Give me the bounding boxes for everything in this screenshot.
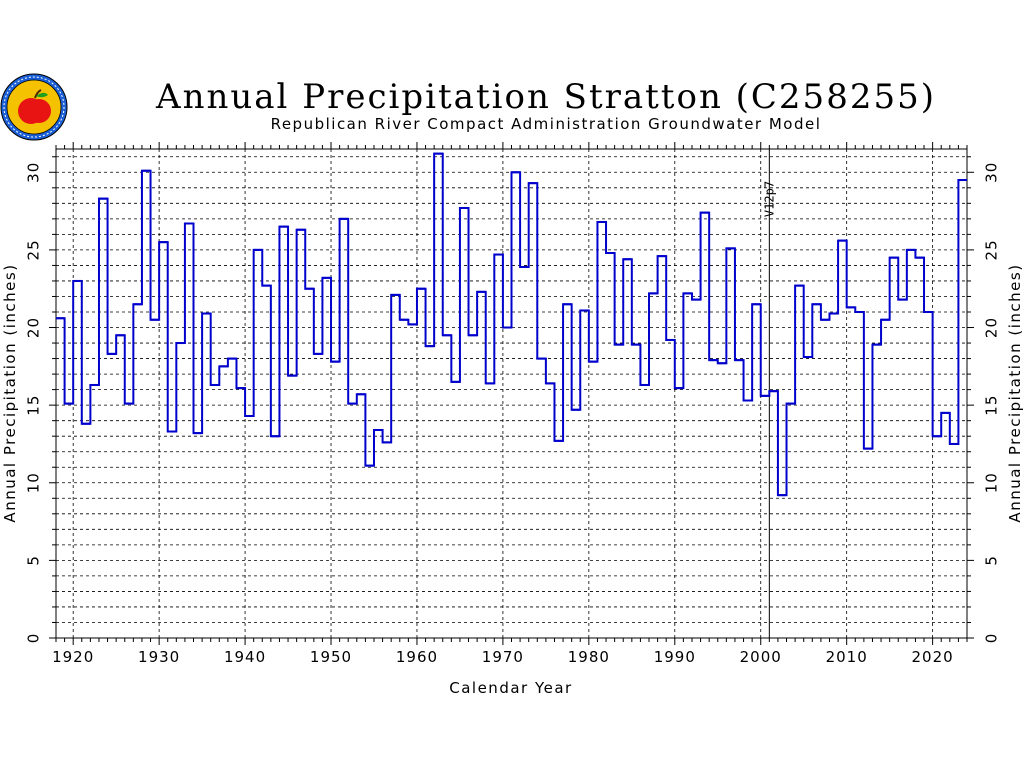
chart-subtitle: Republican River Compact Administration … (271, 115, 822, 133)
y-tick-label-right: 0 (983, 633, 1001, 644)
y-tick-label: 30 (25, 162, 43, 183)
y-tick-label: 15 (25, 395, 43, 416)
version-annotation: V12p7 (762, 181, 776, 217)
x-tick-label: 2020 (912, 648, 954, 666)
tick-labels: 1920 1930 1940 1950 1960 1970 1980 1990 2000 2010… (25, 162, 1001, 666)
series-layer (56, 152, 967, 497)
x-tick-label: 1920 (52, 648, 94, 666)
chart-title: Annual Precipitation Stratton (C258255) (155, 77, 936, 117)
grid-lines (56, 149, 967, 638)
x-tick-label: 1970 (482, 648, 524, 666)
axis-ticks (49, 142, 974, 645)
x-tick-label: 1950 (310, 648, 352, 666)
y-tick-label-right: 10 (983, 472, 1001, 493)
y-tick-label-right: 15 (983, 395, 1001, 416)
rrca-seal-logo (0, 73, 68, 141)
x-axis-label: Calendar Year (449, 679, 572, 697)
x-tick-label: 1930 (138, 648, 180, 666)
y-tick-label-right: 20 (983, 317, 1001, 338)
y-tick-label-right: 30 (983, 162, 1001, 183)
precipitation-series-line (56, 152, 967, 497)
y-tick-label: 25 (25, 239, 43, 260)
x-tick-label: 1980 (568, 648, 610, 666)
x-tick-label: 1990 (654, 648, 696, 666)
x-tick-label: 1960 (396, 648, 438, 666)
y-axis-label-right: Annual Precipitation (inches) (1006, 263, 1024, 522)
y-tick-label: 5 (25, 555, 43, 566)
x-tick-label: 2010 (826, 648, 868, 666)
y-tick-label: 0 (25, 633, 43, 644)
y-axis-label-left: Annual Precipitation (inches) (1, 263, 19, 522)
y-tick-label: 20 (25, 317, 43, 338)
y-tick-label-right: 25 (983, 239, 1001, 260)
y-tick-label: 10 (25, 472, 43, 493)
x-tick-label: 1940 (224, 648, 266, 666)
y-tick-label-right: 5 (983, 555, 1001, 566)
x-tick-label: 2000 (740, 648, 782, 666)
plot-frame (55, 148, 968, 639)
